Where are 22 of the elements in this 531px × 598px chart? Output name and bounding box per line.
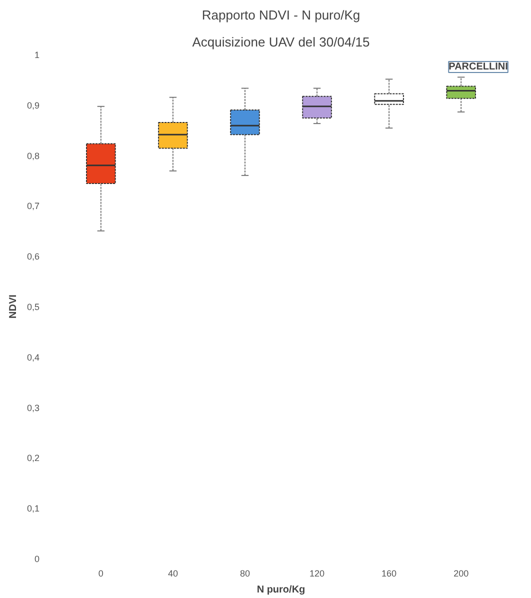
y-tick-label: 0,5 — [26, 302, 40, 312]
y-tick-label: 0,1 — [26, 504, 40, 514]
x-tick-label: 0 — [98, 568, 104, 578]
annotation: PARCELLINI — [448, 62, 508, 72]
y-tick-label: 0 — [34, 554, 40, 564]
y-tick-label: 0,9 — [26, 100, 40, 110]
y-tick-label: 0,8 — [26, 150, 40, 161]
x-tick-label: 160 — [382, 568, 397, 578]
x-tick-label: 200 — [454, 568, 469, 578]
x-axis-title: N puro/Kg — [256, 584, 306, 596]
x-tick-label: 120 — [310, 568, 325, 578]
y-tick-label: 1 — [34, 50, 40, 60]
y-tick-label: 0,4 — [26, 352, 40, 362]
x-tick-label: 40 — [168, 568, 178, 578]
y-tick-label: 0,3 — [26, 402, 40, 413]
y-tick-label: 0,6 — [26, 252, 40, 262]
chart-subtitle: Acquisizione UAV del 30/04/15 — [192, 34, 370, 50]
y-tick-label: 0,7 — [26, 201, 40, 212]
chart-title: Rapporto NDVI - N puro/Kg — [202, 8, 360, 22]
x-tick-label: 80 — [240, 568, 250, 578]
y-tick-label: 0,2 — [26, 453, 40, 464]
y-axis-title: NDVI — [8, 294, 19, 318]
